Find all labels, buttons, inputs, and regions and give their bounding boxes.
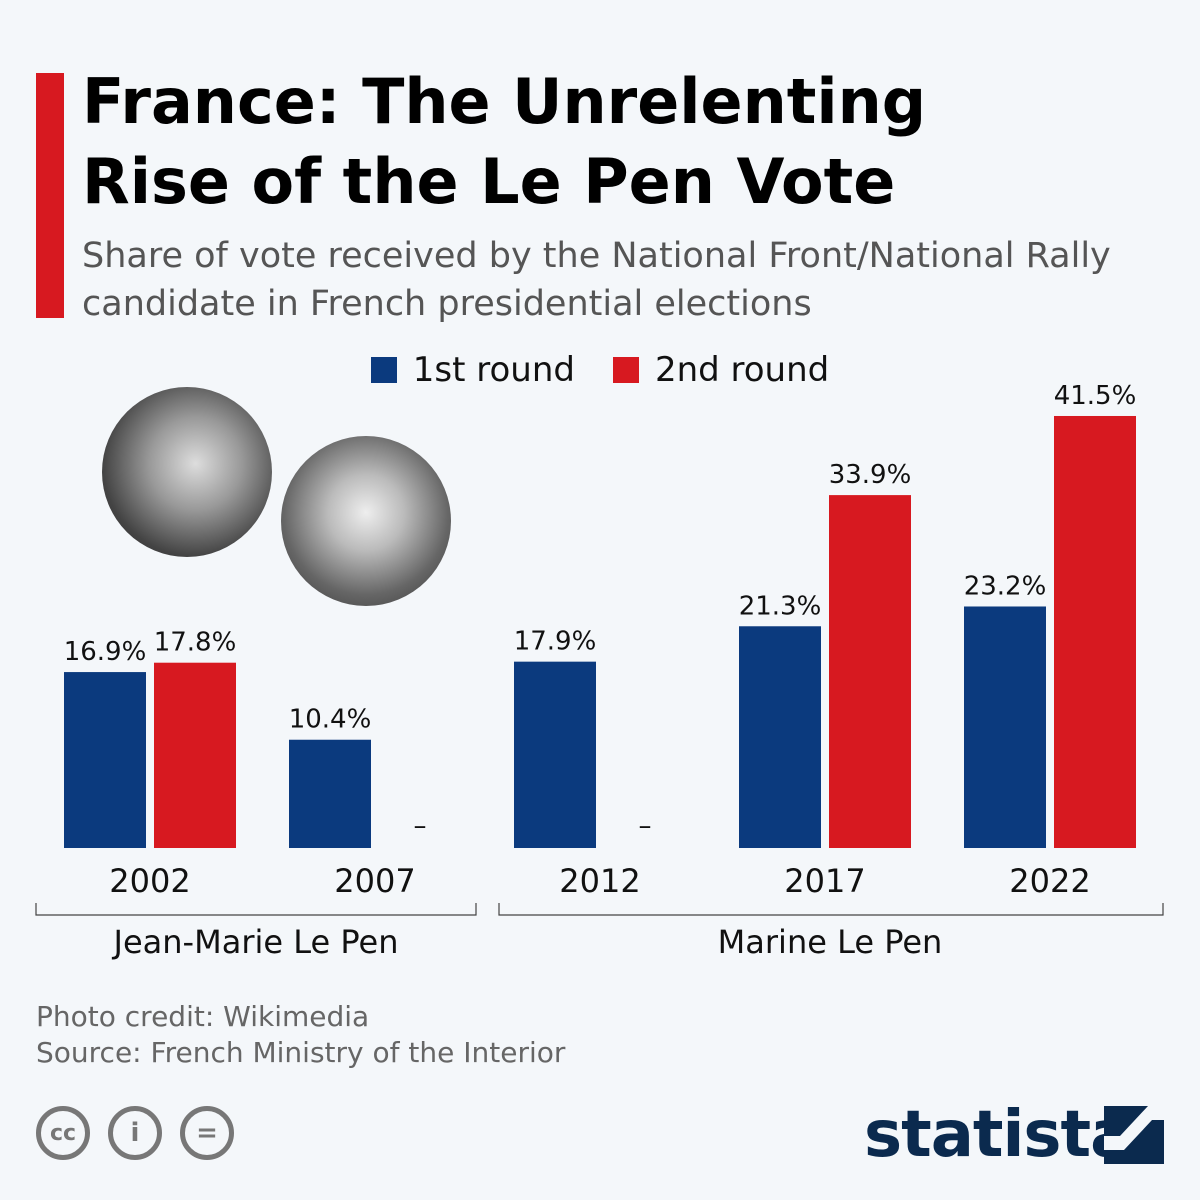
marine-le-pen-photo	[281, 436, 451, 606]
no-derivatives-icon: =	[180, 1106, 234, 1160]
data-label: 17.8%	[154, 628, 237, 658]
group-bracket	[35, 903, 477, 916]
legend-item-2nd-round: 2nd round	[612, 350, 830, 390]
accent-bar	[36, 73, 64, 318]
group-label: Jean-Marie Le Pen	[112, 923, 399, 961]
legend-swatch-blue	[370, 357, 397, 383]
legend-swatch-red	[612, 357, 639, 383]
x-tick-label: 2022	[1009, 862, 1090, 900]
bar-2007-1st	[289, 739, 371, 848]
bar-2002-2nd	[154, 662, 236, 848]
bar-2017-2nd	[829, 495, 911, 848]
data-label: 16.9%	[64, 637, 147, 667]
statista-logo-icon	[1104, 1106, 1164, 1164]
data-label: 41.5%	[1054, 381, 1137, 411]
bar-chart: 16.9% 17.8% 2002 10.4% – 2007 17.9% – 2012 21.3% 3…	[35, 381, 1164, 961]
photo-credit: Photo credit: Wikimedia	[36, 1000, 370, 1033]
data-label: 10.4%	[289, 705, 372, 735]
x-tick-label: 2002	[109, 862, 190, 900]
creative-commons-icon: cc	[36, 1106, 90, 1160]
no-data-label: –	[414, 811, 427, 841]
legend: 1st round 2nd round	[0, 350, 1200, 390]
attribution-icon: i	[108, 1106, 162, 1160]
data-label: 23.2%	[964, 571, 1047, 601]
legend-label: 2nd round	[654, 350, 830, 390]
chart-title: France: The Unrelenting Rise of the Le P…	[82, 65, 927, 218]
statista-logo: statista	[864, 1098, 1133, 1172]
data-label: 21.3%	[739, 591, 822, 621]
bar-2002-1st	[64, 672, 146, 848]
data-label: 17.9%	[514, 627, 597, 657]
x-tick-label: 2007	[334, 862, 415, 900]
legend-label: 1st round	[412, 350, 575, 390]
bar-2022-1st	[964, 606, 1046, 848]
x-tick-label: 2012	[559, 862, 640, 900]
x-tick-label: 2017	[784, 862, 865, 900]
bar-2012-1st	[514, 661, 596, 848]
source: Source: French Ministry of the Interior	[36, 1036, 566, 1069]
jean-marie-le-pen-photo	[102, 387, 272, 557]
chart-subtitle: Share of vote received by the National F…	[82, 236, 1111, 324]
bar-2022-2nd	[1054, 415, 1136, 848]
group-label: Marine Le Pen	[718, 923, 943, 961]
no-data-label: –	[639, 811, 652, 841]
group-bracket	[498, 903, 1164, 916]
legend-item-1st-round: 1st round	[370, 350, 575, 390]
bar-2017-1st	[739, 626, 821, 848]
data-label: 33.9%	[829, 460, 912, 490]
